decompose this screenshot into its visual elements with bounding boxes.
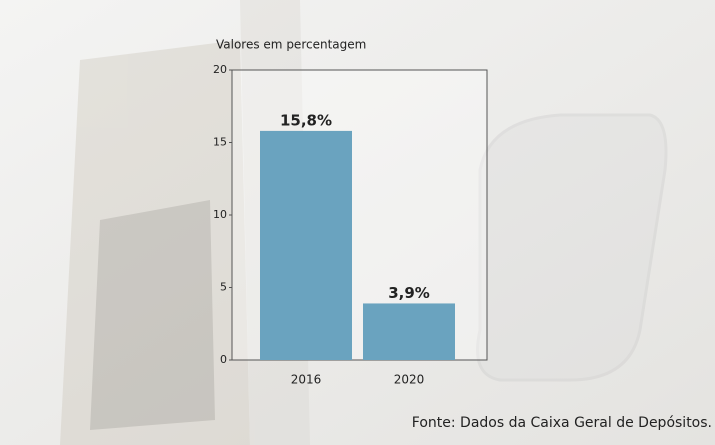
value-label: 15,8% [280, 111, 332, 129]
value-label: 3,9% [388, 284, 430, 302]
y-tick-label: 20 [213, 63, 227, 76]
y-tick-label: 0 [220, 353, 227, 366]
bar [260, 130, 352, 360]
y-tick-label: 10 [213, 208, 227, 221]
chart-title: Valores em percentagem [216, 38, 366, 52]
x-tick-label: 2020 [394, 373, 425, 387]
source: Fonte: Dados da Caixa Geral de Depósitos… [412, 415, 712, 431]
y-tick-label: 5 [220, 281, 227, 294]
bar [363, 303, 455, 360]
y-tick-label: 15 [213, 136, 227, 149]
background-photo [60, 0, 668, 445]
x-tick-label: 2016 [291, 373, 322, 387]
